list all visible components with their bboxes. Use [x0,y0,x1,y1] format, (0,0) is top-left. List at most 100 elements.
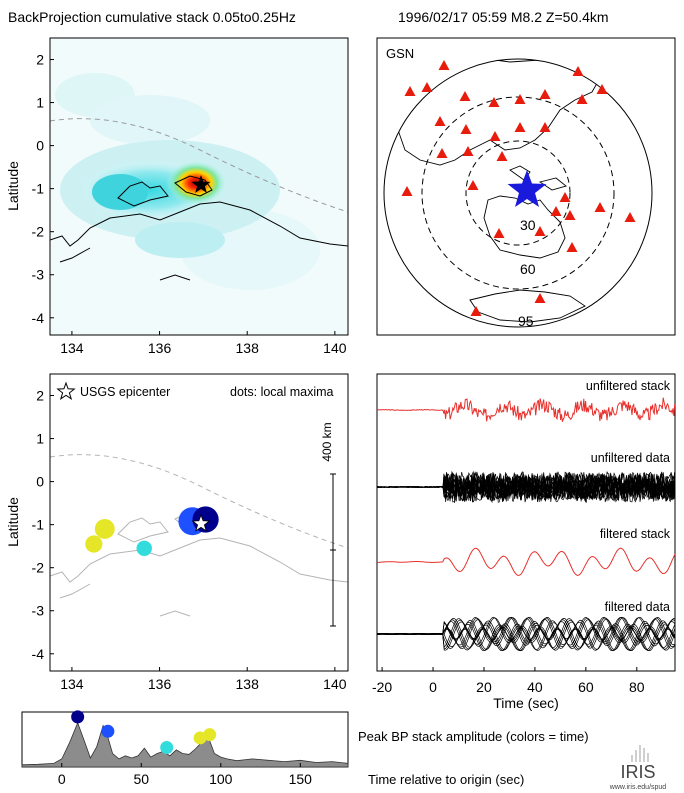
station-marker [401,186,413,196]
station-marker [404,86,416,96]
legend-maxima-note: dots: local maxima [230,385,334,399]
local-maxima-ytick-label: 2 [36,388,44,404]
scale-bar [330,473,336,627]
local-maximum-dot [94,519,115,539]
ring-label-30: 30 [520,217,536,233]
seismogram-xtick-label: 60 [578,679,594,695]
unfiltered-stack-trace [377,397,676,422]
legend-star-icon [56,381,76,401]
bp-heatmap-ytick-label: -3 [32,267,45,283]
station-marker [594,202,606,212]
seismogram-xtick-label: -20 [372,679,392,695]
filtered-stack-trace [376,547,676,576]
peak-time-dot [160,741,174,754]
station-marker [460,124,472,134]
station-marker [596,84,608,94]
local-maxima-xtick-label: 138 [236,676,260,692]
station-marker [539,122,551,132]
label-filtered-stack: filtered stack [600,527,671,541]
gsn-label: GSN [386,46,414,61]
unfiltered-data-trace [376,470,676,504]
station-marker [534,293,546,303]
station-marker [550,206,562,216]
peak-amplitude-title: Peak BP stack amplitude (colors = time) [358,729,589,744]
gsn-map-panel: GSN 30 60 95 [376,37,676,336]
station-marker [539,89,551,99]
local-maxima-ytick-label: -3 [32,603,45,619]
peak-time-dot [101,724,115,738]
station-marker [566,242,578,252]
station-marker [462,146,474,156]
seismogram-xlabel: Time (sec) [493,695,559,711]
peak-amplitude-xtick-label: 100 [209,771,233,787]
label-unfiltered-stack: unfiltered stack [586,379,671,393]
filtered-data-trace [376,617,676,652]
local-maximum-dot [85,535,103,553]
iris-logo-url: www.iris.edu/spud [609,784,667,791]
station-marker [572,66,584,76]
maxima-epicenter-star-icon [191,513,211,532]
peak-amplitude-xlabel: Time relative to origin (sec) [368,772,524,787]
bp-heatmap-ytick-label: -2 [32,224,45,240]
local-maxima-ylabel: Latitude [5,497,21,547]
station-marker [436,148,448,158]
bp-heatmap-ytick-label: 2 [36,52,44,68]
station-marker [434,116,446,126]
event-info: 1996/02/17 05:59 M8.2 Z=50.4km [398,9,609,25]
ring-label-60: 60 [520,261,536,277]
legend-epicenter-label: USGS epicenter [80,385,170,399]
station-marker [459,91,471,101]
ring-label-95: 95 [518,313,534,329]
station-marker [489,131,501,141]
local-maxima-xtick-label: 140 [323,676,347,692]
seismogram-xtick-label: 20 [476,679,492,695]
local-maxima-xtick-label: 134 [60,676,84,692]
bp-heatmap-ytick-label: 0 [36,138,44,154]
peak-time-dot [71,710,85,724]
station-marker [470,306,482,316]
bp-heatmap-ytick-label: -1 [32,181,45,197]
local-maxima-ytick-label: 1 [36,431,44,447]
bp-heatmap-ytick-label: -4 [32,310,45,326]
bp-heatmap-ylabel: Latitude [5,161,21,211]
gsn-epicenter-star-icon [507,170,547,207]
label-unfiltered-data: unfiltered data [591,451,670,465]
iris-logo-text: IRIS [620,762,655,782]
bp-heatmap-xtick-label: 140 [323,340,347,356]
peak-amplitude-xtick-label: 50 [133,771,149,787]
station-marker [421,82,433,92]
local-maxima-xtick-label: 136 [148,676,172,692]
local-maxima-ytick-label: -1 [32,517,45,533]
scale-bar-label: 400 km [320,422,334,461]
station-marker [514,122,526,132]
peak-amplitude-xtick-label: 0 [58,771,66,787]
station-marker [467,180,479,190]
local-maxima-ytick-label: 0 [36,474,44,490]
figure-title: BackProjection cumulative stack 0.05to0.… [8,9,296,25]
station-marker [624,212,636,222]
seismogram-panel: unfiltered stack unfiltered data filtere… [372,373,676,711]
station-marker [559,192,571,202]
local-maximum-dot [136,540,152,557]
bp-heatmap-xtick-label: 138 [236,340,260,356]
epicenter-star-icon [191,175,211,193]
local-maxima-ytick-label: -2 [32,560,45,576]
station-marker [496,151,508,161]
station-marker [488,97,500,107]
label-filtered-data: filtered data [605,600,670,614]
filtered-data-trace [376,617,676,652]
station-marker [514,94,526,104]
local-maxima-ytick-label: -4 [32,646,45,662]
station-marker [564,210,576,220]
peak-amplitude-xtick-label: 150 [289,771,313,787]
bp-heatmap-xtick-label: 134 [60,340,84,356]
peak-amplitude-panel: 0 50 100 150 Peak BP stack amplitude (color… [21,710,589,787]
station-marker [576,94,588,104]
station-marker [534,226,546,236]
iris-logo: IRIS www.iris.edu/spud [609,745,667,791]
seismogram-xtick-label: 80 [629,679,645,695]
bp-heatmap-panel: 134 136 138 140 2 1 0 -1 -2 -3 -4 Latitude [5,37,349,356]
bp-heatmap-xtick-label: 136 [148,340,172,356]
bp-heatmap-ytick-label: 1 [36,95,44,111]
